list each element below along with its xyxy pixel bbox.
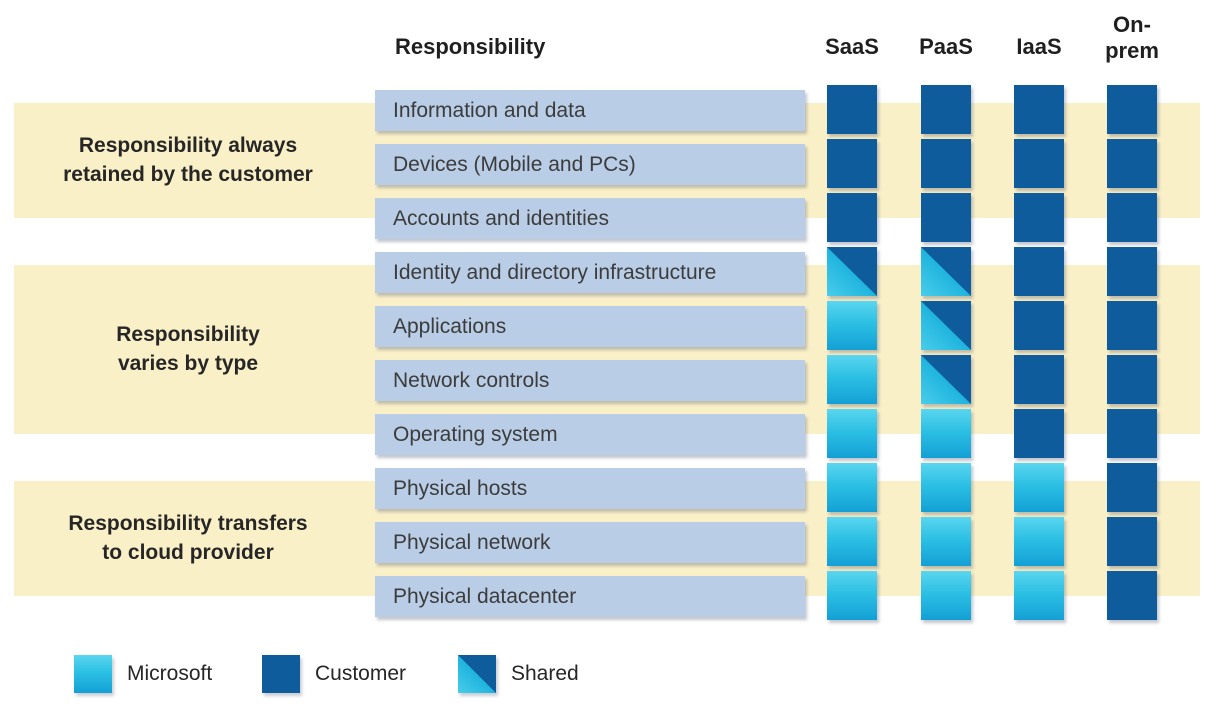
cell-iaas — [1014, 247, 1064, 296]
row-label: Physical network — [375, 522, 805, 563]
cell-saas — [827, 571, 877, 620]
row-label: Identity and directory infrastructure — [375, 252, 805, 293]
column-header-saas: SaaS — [825, 34, 879, 59]
cell-paas — [921, 517, 971, 566]
row-label: Physical hosts — [375, 468, 805, 509]
group-label-transfers: Responsibility transfers to cloud provid… — [14, 481, 362, 596]
microsoft-swatch-icon — [74, 655, 112, 693]
column-header-paas: PaaS — [919, 34, 973, 59]
cell-saas — [827, 517, 877, 566]
row-label: Operating system — [375, 414, 805, 455]
legend-label: Customer — [315, 662, 407, 685]
cell-saas — [827, 409, 877, 458]
row-label: Devices (Mobile and PCs) — [375, 144, 805, 185]
group-label-line: Responsibility transfers — [68, 512, 308, 536]
cell-onprem — [1107, 571, 1157, 620]
cell-onprem — [1107, 517, 1157, 566]
group-label-line: retained by the customer — [63, 162, 313, 186]
group-label-line: Responsibility — [116, 323, 260, 347]
customer-swatch-icon — [262, 655, 300, 693]
cell-saas — [827, 301, 877, 350]
group-label-line: varies by type — [117, 351, 259, 375]
cell-onprem — [1107, 247, 1157, 296]
table-row: Physical datacenter — [0, 571, 1216, 630]
cell-onprem — [1107, 409, 1157, 458]
cell-onprem — [1107, 355, 1157, 404]
group-label-line: to cloud provider — [102, 540, 274, 564]
shared-swatch-icon — [458, 655, 496, 693]
column-header-iaas: IaaS — [1016, 34, 1062, 59]
cell-paas — [921, 85, 971, 134]
cell-iaas — [1014, 355, 1064, 404]
legend-item-shared: Shared — [458, 654, 579, 694]
table-row: Accounts and identities — [0, 193, 1216, 252]
group-band-varies — [14, 265, 1200, 434]
cell-iaas — [1014, 301, 1064, 350]
cell-onprem — [1107, 301, 1157, 350]
cell-paas — [921, 301, 971, 350]
row-label: Applications — [375, 306, 805, 347]
table-row: Physical network — [0, 517, 1216, 576]
row-label: Information and data — [375, 90, 805, 131]
cell-paas — [921, 463, 971, 512]
cell-onprem — [1107, 85, 1157, 134]
legend-item-microsoft: Microsoft — [74, 654, 212, 694]
group-label-varies: Responsibility varies by type — [14, 265, 362, 434]
cell-saas — [827, 85, 877, 134]
cell-iaas — [1014, 463, 1064, 512]
table-row: Physical hosts — [0, 463, 1216, 522]
cell-iaas — [1014, 517, 1064, 566]
cell-onprem — [1107, 193, 1157, 242]
cell-paas — [921, 139, 971, 188]
table-row: Applications — [0, 301, 1216, 360]
cell-saas — [827, 463, 877, 512]
cell-saas — [827, 355, 877, 404]
cell-iaas — [1014, 409, 1064, 458]
group-label-retained: Responsibility always retained by the cu… — [14, 103, 362, 218]
cell-saas — [827, 193, 877, 242]
cell-iaas — [1014, 571, 1064, 620]
cell-saas — [827, 139, 877, 188]
cell-iaas — [1014, 193, 1064, 242]
legend-label: Shared — [511, 662, 579, 685]
cell-onprem — [1107, 463, 1157, 512]
cell-saas — [827, 247, 877, 296]
table-row: Network controls — [0, 355, 1216, 414]
column-header-onprem: On-prem — [1105, 12, 1159, 64]
cell-paas — [921, 571, 971, 620]
group-label-line: Responsibility always — [78, 134, 298, 158]
legend-label: Microsoft — [127, 662, 213, 685]
cell-paas — [921, 193, 971, 242]
responsibility-column-header: Responsibility — [395, 34, 546, 59]
table-row: Operating system — [0, 409, 1216, 468]
legend-item-customer: Customer — [262, 654, 406, 694]
table-row: Devices (Mobile and PCs) — [0, 139, 1216, 198]
cell-paas — [921, 355, 971, 404]
cell-iaas — [1014, 139, 1064, 188]
cell-paas — [921, 247, 971, 296]
cell-paas — [921, 409, 971, 458]
row-label: Accounts and identities — [375, 198, 805, 239]
table-row: Identity and directory infrastructure — [0, 247, 1216, 306]
cell-iaas — [1014, 85, 1064, 134]
table-row: Information and data — [0, 85, 1216, 144]
row-label: Physical datacenter — [375, 576, 805, 617]
cell-onprem — [1107, 139, 1157, 188]
row-label: Network controls — [375, 360, 805, 401]
